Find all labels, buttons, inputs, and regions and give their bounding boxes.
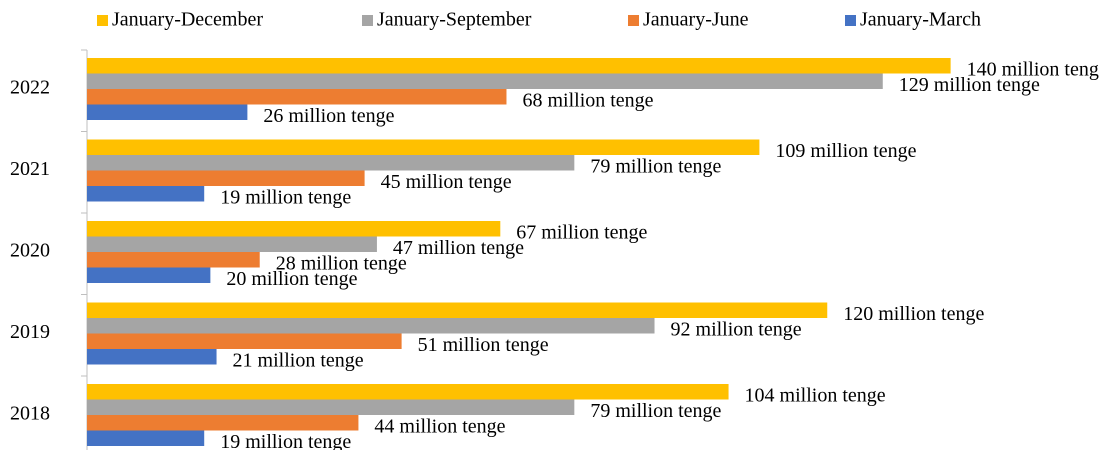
- data-label: 140 million tenge: [967, 58, 1099, 80]
- data-label: 44 million tenge: [374, 415, 505, 437]
- legend-swatch: [628, 15, 639, 26]
- bar: [87, 430, 205, 446]
- data-label: 26 million tenge: [263, 105, 394, 127]
- bar: [87, 104, 248, 120]
- bar: [87, 349, 217, 365]
- y-tick-label: 2022: [10, 77, 50, 99]
- bar: [87, 73, 883, 89]
- data-label: 104 million tenge: [745, 384, 886, 406]
- bar: [87, 415, 359, 431]
- data-label: 79 million tenge: [590, 400, 721, 422]
- legend-label: January-March: [860, 9, 981, 31]
- data-label: 19 million tenge: [220, 431, 351, 450]
- data-label: 21 million tenge: [233, 349, 364, 371]
- bar: [87, 139, 760, 155]
- bar: [87, 236, 377, 252]
- data-label: 67 million tenge: [516, 221, 647, 243]
- y-tick-label: 2020: [10, 240, 50, 262]
- legend-swatch: [362, 15, 373, 26]
- data-label: 92 million tenge: [671, 318, 802, 340]
- data-label: 129 million tenge: [899, 74, 1040, 96]
- y-tick-label: 2021: [10, 158, 50, 180]
- legend-label: January-June: [643, 9, 749, 31]
- data-label: 51 million tenge: [418, 334, 549, 356]
- legend-label: January-December: [112, 9, 263, 31]
- data-label: 19 million tenge: [220, 186, 351, 208]
- data-label: 45 million tenge: [381, 171, 512, 193]
- bar: [87, 302, 828, 318]
- bar: [87, 221, 501, 237]
- bar: [87, 170, 365, 186]
- bar: [87, 384, 729, 400]
- bar: [87, 267, 211, 283]
- bar: [87, 333, 402, 349]
- y-tick-label: 2018: [10, 403, 50, 425]
- bar: [87, 58, 951, 74]
- bar: [87, 318, 655, 334]
- bar: [87, 89, 507, 105]
- data-label: 20 million tenge: [226, 268, 357, 290]
- y-tick-label: 2019: [10, 321, 50, 343]
- bar: [87, 252, 260, 268]
- bar: [87, 399, 575, 415]
- legend-swatch: [97, 15, 108, 26]
- bar: [87, 186, 205, 202]
- data-label: 120 million tenge: [843, 303, 984, 325]
- data-label: 68 million tenge: [522, 89, 653, 111]
- data-label: 79 million tenge: [590, 155, 721, 177]
- legend-label: January-September: [377, 9, 532, 31]
- data-label: 47 million tenge: [393, 237, 524, 259]
- legend-swatch: [845, 15, 856, 26]
- data-label: 109 million tenge: [775, 140, 916, 162]
- bar: [87, 155, 575, 171]
- data-label: 28 million tenge: [276, 252, 407, 274]
